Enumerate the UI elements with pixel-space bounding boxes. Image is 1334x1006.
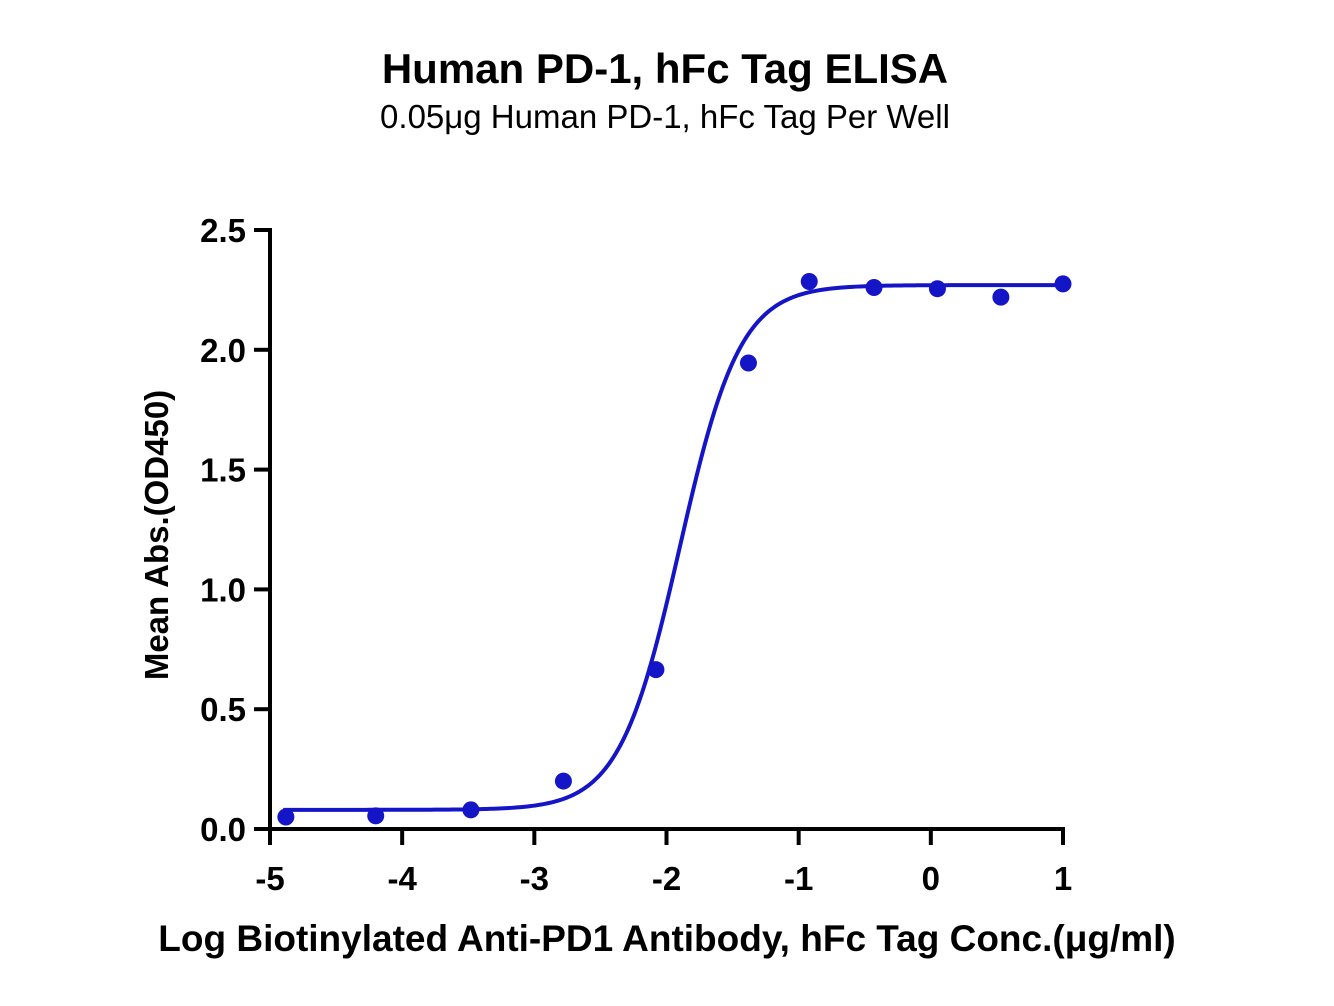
data-point <box>367 807 385 825</box>
x-tick-label: -1 <box>784 860 813 897</box>
data-points-layer <box>277 273 1072 826</box>
data-point <box>277 808 295 826</box>
chart-title: Human PD-1, hFc Tag ELISA <box>382 45 948 92</box>
y-tick-label: 1.0 <box>200 571 246 608</box>
x-tick-label: -4 <box>387 860 417 897</box>
data-point <box>462 801 480 819</box>
y-axis-label: Mean Abs.(OD450) <box>138 390 175 680</box>
data-point <box>992 288 1010 306</box>
data-point <box>1054 275 1072 293</box>
y-tick-label: 0.0 <box>200 811 246 848</box>
y-tick-label: 2.0 <box>200 332 246 369</box>
y-tick-label: 1.5 <box>200 452 246 489</box>
data-point <box>928 280 946 298</box>
data-point <box>739 354 757 372</box>
chart-subtitle: 0.05μg Human PD-1, hFc Tag Per Well <box>380 98 950 135</box>
axes <box>268 228 1065 831</box>
x-tick-label: 1 <box>1054 860 1072 897</box>
y-axis-ticks: 0.0 0.5 1.0 1.5 2.0 2.5 <box>200 212 270 848</box>
x-axis-label: Log Biotinylated Anti-PD1 Antibody, hFc … <box>158 918 1175 959</box>
y-tick-label: 0.5 <box>200 691 246 728</box>
data-point <box>554 772 572 790</box>
x-tick-label: -5 <box>255 860 284 897</box>
data-point <box>647 661 665 679</box>
fit-curve-layer <box>283 283 1063 812</box>
y-tick-label: 2.5 <box>200 212 246 249</box>
x-tick-label: -2 <box>652 860 681 897</box>
data-point <box>865 279 883 297</box>
x-tick-label: -3 <box>520 860 549 897</box>
fit-curve <box>283 283 1063 812</box>
x-axis-ticks: -5 -4 -3 -2 -1 0 1 <box>255 829 1072 897</box>
data-point <box>800 273 818 291</box>
x-tick-label: 0 <box>922 860 940 897</box>
